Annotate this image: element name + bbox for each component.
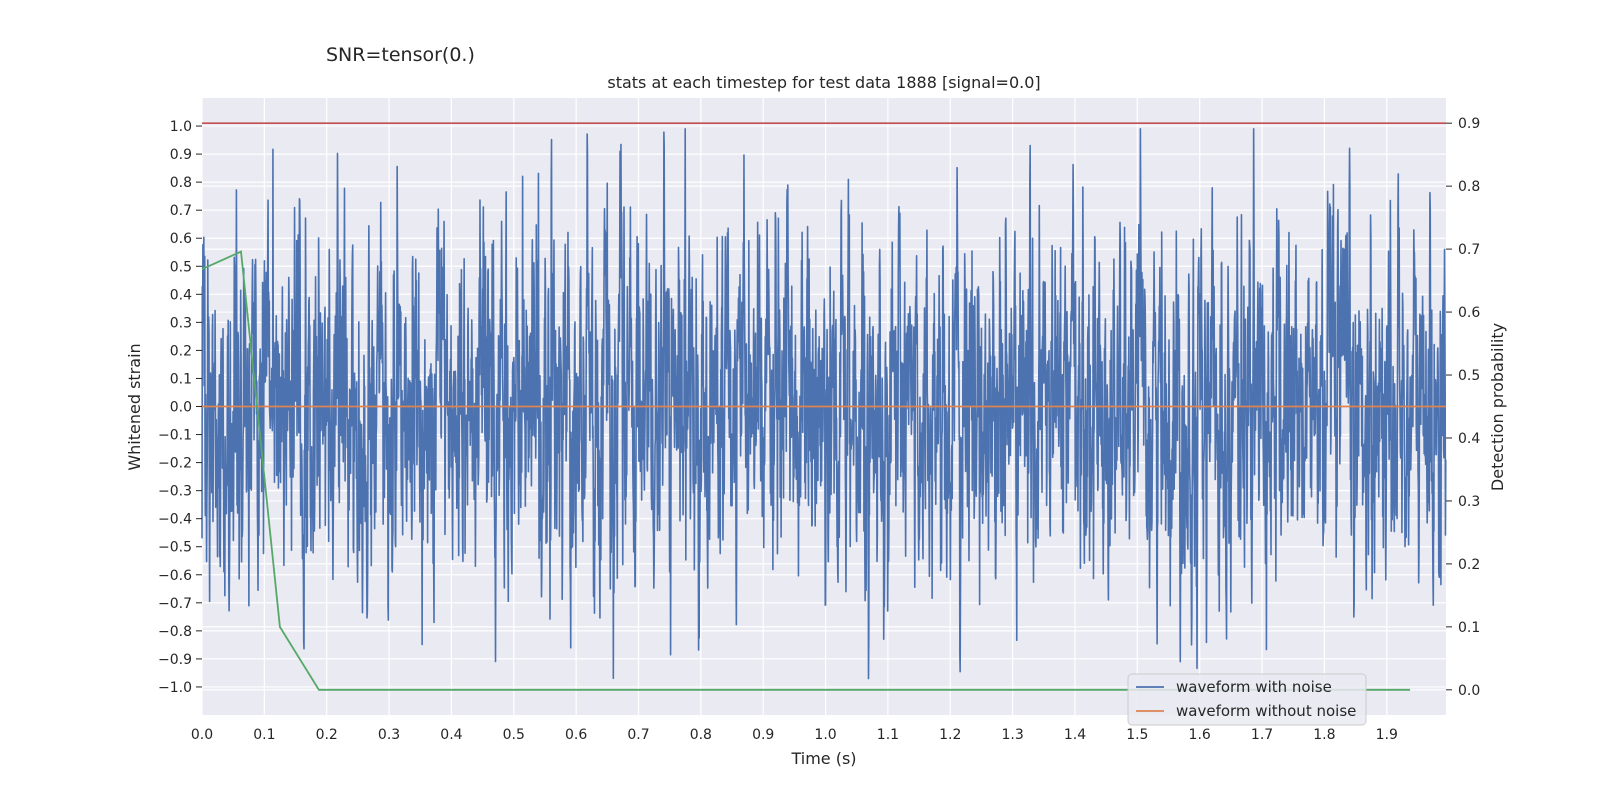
x-tick-label: 0.7 [627, 727, 649, 743]
x-tick-label: 0.0 [191, 727, 213, 743]
x-tick-label: 0.6 [565, 727, 587, 743]
y-axis-label: Whitened strain [125, 343, 144, 470]
x-tick-label: 0.3 [378, 727, 400, 743]
series-layer [201, 122, 1447, 691]
legend-label-noise: waveform with noise [1176, 678, 1332, 696]
y-tick-label: −0.4 [158, 512, 192, 528]
x-tick-label: 1.6 [1189, 727, 1211, 743]
y-tick-label: −0.1 [158, 428, 192, 444]
y-tick-label: 0.1 [170, 371, 192, 387]
chart-title: stats at each timestep for test data 188… [607, 73, 1040, 92]
suptitle: SNR=tensor(0.) [326, 44, 475, 66]
x-tick-label: 1.0 [814, 727, 836, 743]
detection-probability-line [201, 250, 1411, 691]
y-tick-label: 0.4 [170, 287, 192, 303]
x-tick-label: 0.2 [316, 727, 338, 743]
y-tick-label: 0.6 [170, 231, 192, 247]
x-tick-label: 1.4 [1064, 727, 1086, 743]
legend: waveform with noise waveform without noi… [1127, 673, 1367, 726]
legend-box [1127, 673, 1367, 726]
y2-tick-label: 0.2 [1458, 557, 1480, 573]
x-axis-ticks: 0.0 0.1 0.2 0.3 0.4 0.5 0.6 0.7 0.8 0.9 1.0 1.1 1.2 1… [191, 727, 1398, 743]
y-tick-label: −0.8 [158, 624, 192, 640]
x-tick-label: 1.7 [1251, 727, 1273, 743]
x-tick-label: 0.8 [690, 727, 712, 743]
y2-tick-label: 0.5 [1458, 368, 1480, 384]
y-tick-label: 1.0 [170, 119, 192, 135]
x-tick-label: 1.5 [1126, 727, 1148, 743]
x-tick-label: 1.2 [939, 727, 961, 743]
y-tick-label: 0.8 [170, 175, 192, 191]
x-tick-label: 0.1 [253, 727, 275, 743]
x-axis-label: Time (s) [790, 749, 856, 768]
y2-tick-label: 0.9 [1458, 116, 1480, 132]
x-tick-label: 0.9 [752, 727, 774, 743]
y-tick-label: −0.9 [158, 652, 192, 668]
y2-tick-label: 0.6 [1458, 305, 1480, 321]
x-tick-label: 1.1 [877, 727, 899, 743]
y2-tick-label: 0.0 [1458, 683, 1480, 699]
y-tick-label: 0.0 [170, 400, 192, 416]
y2-tick-label: 0.1 [1458, 620, 1480, 636]
y-tick-label: 0.5 [170, 259, 192, 275]
x-tick-label: 1.9 [1376, 727, 1398, 743]
y2-tick-label: 0.8 [1458, 179, 1480, 195]
x-tick-label: 0.5 [503, 727, 525, 743]
y-tick-label: −0.3 [158, 484, 192, 500]
y-tick-label: 0.3 [170, 315, 192, 331]
y2-axis-label: Detection probability [1488, 323, 1507, 491]
y2-tick-label: 0.4 [1458, 431, 1480, 447]
legend-label-clean: waveform without noise [1176, 702, 1356, 720]
y-tick-label: 0.9 [170, 147, 192, 163]
y-tick-label: −0.6 [158, 568, 192, 584]
x-tick-label: 0.4 [440, 727, 462, 743]
y-tick-label: −0.5 [158, 540, 192, 556]
y2-tick-label: 0.7 [1458, 242, 1480, 258]
y2-axis-ticks: 0.9 0.8 0.7 0.6 0.5 0.4 0.3 0.2 0.1 0.0 [1446, 116, 1480, 699]
x-tick-label: 1.3 [1001, 727, 1023, 743]
y-tick-label: −1.0 [158, 680, 192, 696]
x-tick-label: 1.8 [1313, 727, 1335, 743]
y-tick-label: 0.2 [170, 343, 192, 359]
y-tick-label: 0.7 [170, 203, 192, 219]
y-axis-ticks: 1.0 0.9 0.8 0.7 0.6 0.5 0.4 0.3 0.2 0.1 0.0 −0.1 −0.… [158, 119, 202, 696]
y2-tick-label: 0.3 [1458, 494, 1480, 510]
waveform-with-noise-line [201, 128, 1447, 680]
y-tick-label: −0.2 [158, 456, 192, 472]
y-tick-label: −0.7 [158, 596, 192, 612]
